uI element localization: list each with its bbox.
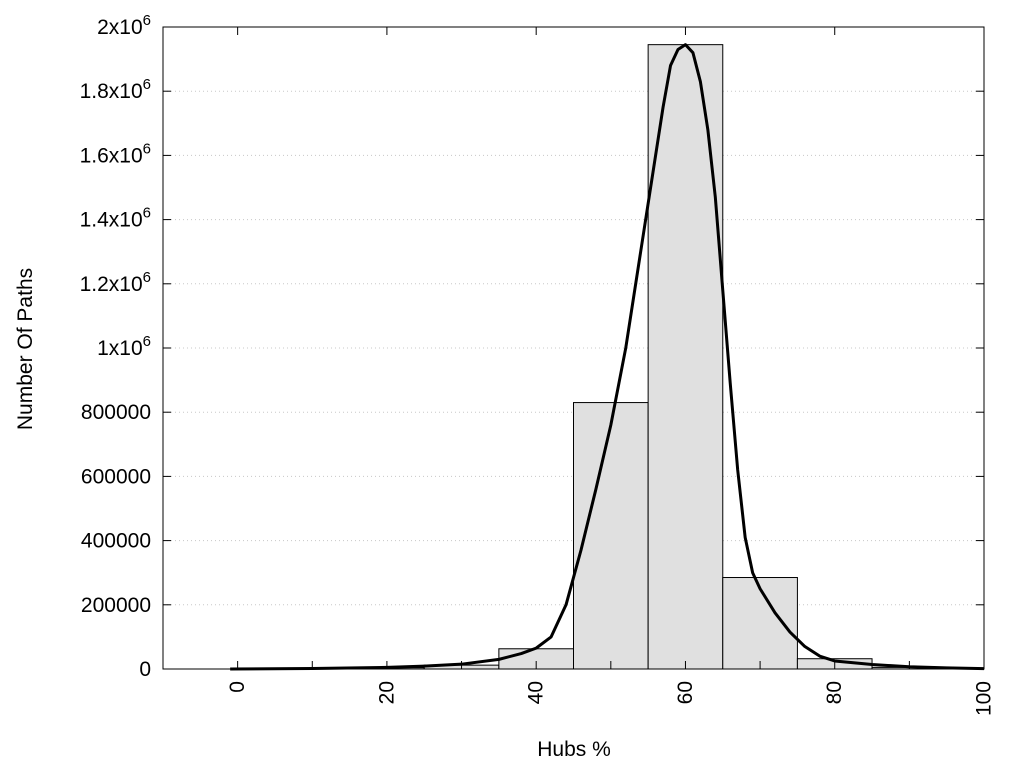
y-tick-label: 1x106 bbox=[97, 333, 151, 360]
y-tick-label: 0 bbox=[139, 658, 151, 681]
x-axis-ticks: 0 20 40 60 80 100 bbox=[226, 27, 996, 716]
x-axis-title: Hubs % bbox=[537, 738, 611, 761]
y-tick-label: 1.4x106 bbox=[80, 205, 151, 232]
y-tick-label: 1.8x106 bbox=[80, 76, 151, 103]
y-tick-label: 400000 bbox=[81, 530, 151, 553]
x-tick-label: 20 bbox=[375, 681, 398, 704]
x-tick-label: 0 bbox=[226, 681, 249, 693]
curve-layer bbox=[230, 43, 985, 671]
grid-layer bbox=[163, 90, 984, 606]
x-tick-label: 40 bbox=[525, 681, 548, 704]
y-axis-title: Number Of Paths bbox=[14, 268, 37, 430]
fit-curve-line bbox=[230, 43, 985, 671]
bars-layer bbox=[274, 44, 948, 670]
y-tick-label: 1.2x106 bbox=[80, 269, 151, 296]
x-tick-label: 60 bbox=[674, 681, 697, 704]
y-tick-label: 600000 bbox=[81, 465, 151, 488]
y-tick-label: 800000 bbox=[81, 401, 151, 424]
x-tick-label: 80 bbox=[823, 681, 846, 704]
x-tick-label: 100 bbox=[973, 681, 996, 716]
y-axis-ticks: 0 200000 400000 600000 800000 1x106 1.2x106 1.4… bbox=[80, 12, 984, 681]
y-tick-label: 200000 bbox=[81, 594, 151, 617]
y-tick-label: 1.6x106 bbox=[80, 140, 151, 167]
y-tick-label: 2x106 bbox=[97, 12, 151, 39]
